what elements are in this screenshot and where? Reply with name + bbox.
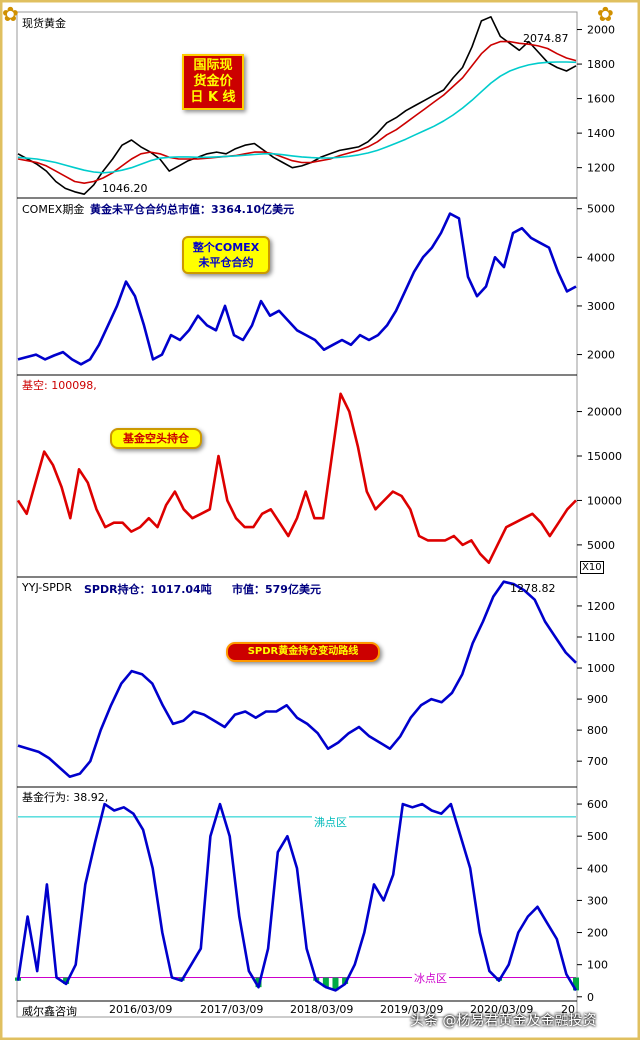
y-tick-label: 200	[587, 927, 608, 940]
y-tick-label: 300	[587, 894, 608, 907]
y-tick-label: 5000	[587, 203, 615, 216]
comex-title-prefix: COMEX期金	[22, 203, 85, 216]
y-tick-label: 2000	[587, 24, 615, 37]
series-line-0	[17, 15, 577, 195]
watermark: 头条 @杨易君黄金及金融投资	[410, 1013, 597, 1029]
freezing-zone-label: 冰点区	[412, 970, 449, 986]
fund-behavior-panel: 0 100 200 300 400 500 600	[15, 798, 608, 1004]
comex-open-interest-panel: 2000 3000 4000 5000	[17, 203, 615, 376]
fund-short-badge: 基金空头持仓	[110, 428, 202, 449]
freezing-zone-bar	[573, 977, 579, 991]
comex-title-main: 黄金未平仓合约总市值：3364.10亿美元	[90, 203, 295, 216]
freezing-zone-bar	[342, 977, 349, 984]
corner-flower-left-icon: ✿	[2, 2, 19, 26]
spdr-panel-badge: SPDR黄金持仓变动路线	[226, 642, 380, 662]
gold-high-annotation: 2074.87	[523, 32, 569, 45]
y-tick-label: 0	[587, 991, 594, 1004]
fund-short-title: 基空: 100098,	[22, 379, 97, 392]
spdr-high-annotation: 1278.82	[510, 582, 556, 595]
y-tick-label: 700	[587, 755, 608, 768]
spdr-holdings-panel: 700 800 900 1000 1100 1200	[17, 580, 615, 788]
series-line-2	[17, 61, 577, 174]
comex-panel-badge: 整个COMEX 未平仓合约	[182, 236, 270, 274]
y-tick-label: 900	[587, 693, 608, 706]
y-tick-label: 3000	[587, 300, 615, 313]
y-tick-label: 1100	[587, 631, 615, 644]
y-tick-label: 10000	[587, 494, 622, 507]
freezing-zone-bar	[63, 977, 70, 984]
spdr-title-value: 市值：579亿美元	[232, 583, 321, 596]
y-tick-label: 1000	[587, 662, 615, 675]
y-tick-label: 1200	[587, 600, 615, 613]
freezing-zone-bar	[322, 977, 329, 988]
source-label: 威尔鑫咨询	[22, 1005, 77, 1018]
corner-flower-right-icon: ✿	[597, 2, 614, 26]
y-tick-label: 15000	[587, 450, 622, 463]
window-title: 现货黄金	[22, 17, 66, 30]
y-tick-label: 100	[587, 959, 608, 972]
series-line-1	[17, 40, 577, 184]
y-tick-label: 1800	[587, 58, 615, 71]
series-line-0	[17, 212, 577, 366]
fund-behavior-title: 基金行为: 38.92,	[22, 791, 109, 804]
y-tick-label: 2000	[587, 349, 615, 362]
y-tick-label: 400	[587, 862, 608, 875]
x-tick-label: 2018/03/09	[290, 1003, 354, 1016]
y-tick-label: 20000	[587, 406, 622, 419]
series-line-0	[16, 392, 577, 565]
y-tick-label: 1400	[587, 127, 615, 140]
gold-low-annotation: 1046.20	[102, 182, 148, 195]
gold-price-panel: 1200 1400 1600 1800 2000	[17, 15, 615, 199]
y-tick-label: 1600	[587, 93, 615, 106]
x-tick-label: 2020/03/09	[470, 1003, 534, 1016]
x-tick-label: 2016/03/09	[109, 1003, 173, 1016]
y-tick-label: 600	[587, 798, 608, 811]
spdr-title-prefix: YYJ-SPDR	[22, 581, 72, 594]
x-tick-label: 2019/03/09	[380, 1003, 444, 1016]
gold-panel-badge: 国际现 货金价 日 K 线	[182, 54, 244, 110]
fund-short-panel: 5000 10000 15000 20000	[16, 392, 622, 578]
freezing-zone-bar	[332, 977, 339, 991]
series-line-0	[17, 580, 577, 779]
fund-short-multiplier: X10	[580, 561, 604, 574]
y-tick-label: 1200	[587, 162, 615, 175]
y-tick-label: 800	[587, 724, 608, 737]
y-tick-label: 500	[587, 830, 608, 843]
x-tick-label: 2017/03/09	[200, 1003, 264, 1016]
y-tick-label: 4000	[587, 251, 615, 264]
series-line-0	[16, 802, 578, 992]
x-tick-label: 20	[561, 1003, 575, 1016]
spdr-title-main: SPDR持仓：1017.04吨	[84, 583, 212, 596]
boiling-zone-label: 沸点区	[312, 814, 349, 830]
y-tick-label: 5000	[587, 539, 615, 552]
